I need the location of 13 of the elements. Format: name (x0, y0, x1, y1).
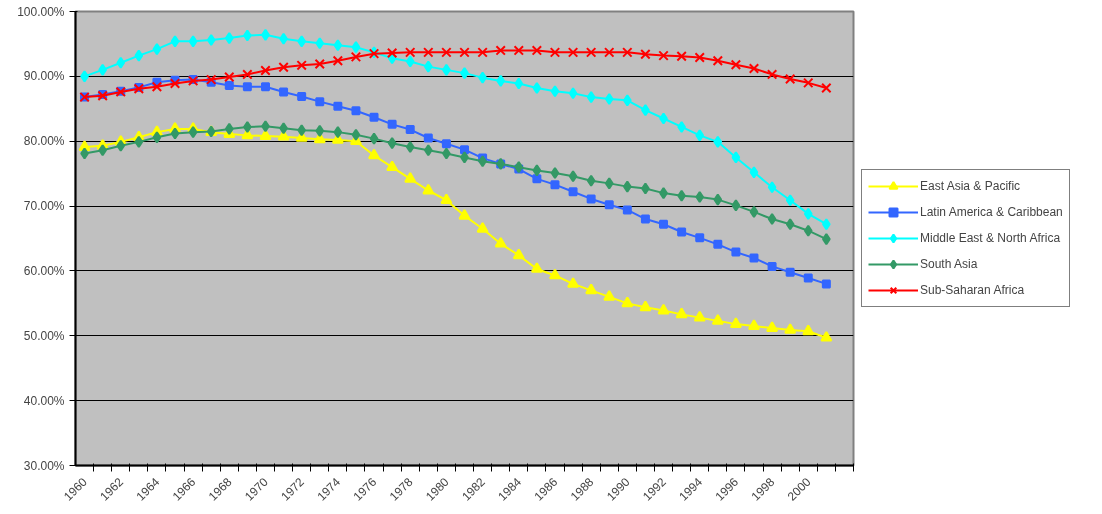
legend-label: South Asia (920, 257, 978, 271)
y-tick-label: 70.00% (23, 199, 65, 214)
y-tick-label: 30.00% (23, 458, 65, 473)
legend-label: Middle East & North Africa (920, 231, 1061, 245)
y-tick-label: 100.00% (17, 4, 65, 19)
legend-label: Sub-Saharan Africa (920, 283, 1025, 297)
y-tick-label: 90.00% (23, 69, 65, 84)
y-tick-label: 60.00% (23, 263, 65, 278)
y-tick-label: 40.00% (23, 393, 65, 408)
y-tick-label: 50.00% (23, 328, 65, 343)
legend-label: Latin America & Caribbean (920, 205, 1063, 219)
y-tick-label: 80.00% (23, 134, 65, 149)
legend-label: East Asia & Pacific (920, 179, 1021, 193)
